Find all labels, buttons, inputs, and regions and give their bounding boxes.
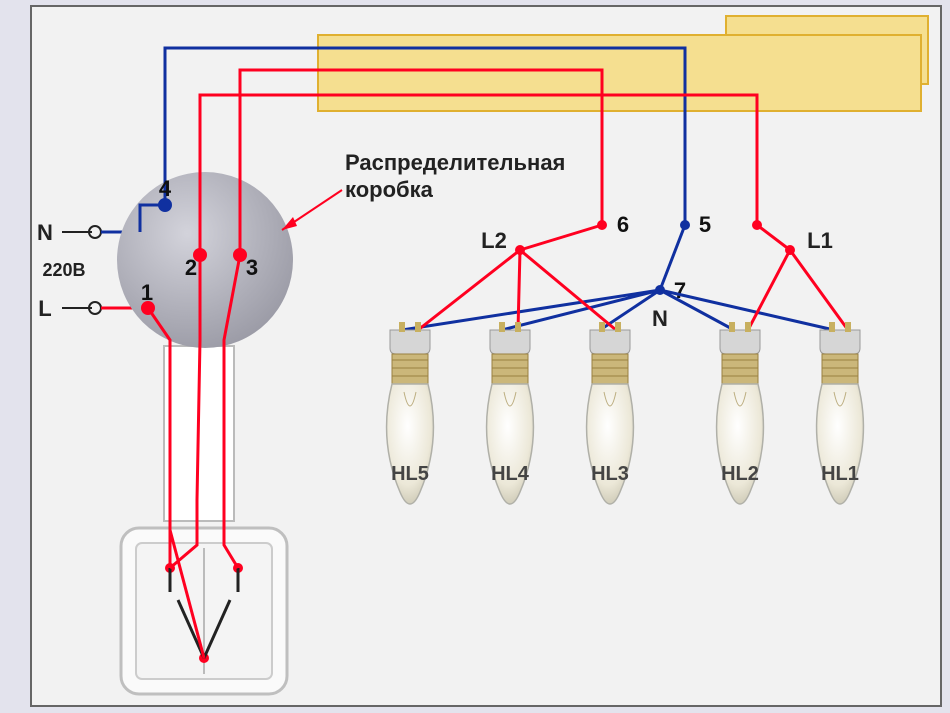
num-6: 6 xyxy=(617,212,629,237)
label-L2: L2 xyxy=(481,228,507,253)
label-N: N xyxy=(37,220,53,245)
lamp-HL4: HL4 xyxy=(487,322,534,504)
label-jbox-line2: коробка xyxy=(345,177,434,202)
num-5: 5 xyxy=(699,212,711,237)
num-4: 4 xyxy=(159,176,172,201)
lamp-HL5: HL5 xyxy=(387,322,434,504)
diagram-stage: Потолок xyxy=(0,0,950,713)
num-1: 1 xyxy=(141,280,153,305)
lamp-HL3: HL3 xyxy=(587,322,634,504)
num-3: 3 xyxy=(246,255,258,280)
junction-box xyxy=(117,172,293,348)
lamp-label-HL4: HL4 xyxy=(491,463,530,485)
label-L1: L1 xyxy=(807,228,833,253)
lamp-label-HL2: HL2 xyxy=(721,463,759,485)
ceiling-conduit xyxy=(318,35,921,111)
label-220v: 220В xyxy=(42,260,85,280)
double-switch xyxy=(121,500,287,694)
lamp-label-HL5: HL5 xyxy=(391,463,429,485)
lamp-label-HL3: HL3 xyxy=(591,463,629,485)
lamp-label-HL1: HL1 xyxy=(821,463,859,485)
lamp-HL2: HL2 xyxy=(717,322,764,504)
wiring-svg: 4 1 2 3 N L 220В Распределительная короб… xyxy=(0,0,950,713)
label-jbox-line1: Распределительная xyxy=(345,150,565,175)
lamp-HL1: HL1 xyxy=(817,322,864,504)
label-Nlamp: N xyxy=(652,306,668,331)
num-2: 2 xyxy=(185,255,197,280)
label-L: L xyxy=(38,296,51,321)
